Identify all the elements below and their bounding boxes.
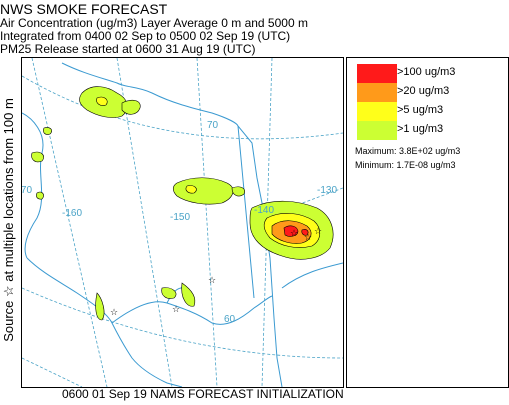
source-star-icon: ☆: [290, 229, 298, 239]
lon-160-label: -160: [62, 208, 82, 219]
lon-130-label: -130: [317, 185, 337, 196]
source-star-icon: ☆: [314, 227, 322, 237]
legend-label-gt1: >1 ug/m3: [397, 123, 444, 135]
minimum-value: Minimum: 1.7E-08 ug/m3: [355, 160, 456, 170]
legend-label-gt100: >100 ug/m3: [397, 66, 456, 78]
forecast-initialization: 0600 01 Sep 19 NAMS FORECAST INITIALIZAT…: [62, 387, 344, 401]
source-star-icon: ☆: [172, 305, 180, 315]
grid-labels: -170 -160 -150 -140 70 60 -130: [22, 120, 337, 325]
lon-150-label: -150: [170, 212, 190, 223]
legend-swatch-gt100: [357, 64, 397, 83]
plume-gt1: [31, 86, 334, 321]
legend-label-gt5: >5 ug/m3: [397, 104, 444, 116]
plume-gt100: [283, 225, 309, 237]
lat-60-label: 60: [224, 314, 236, 325]
map-canvas: ☆ ☆ ☆ ☆ ☆ ☆ -170 -160 -150 -140 70 60 -1…: [22, 58, 343, 387]
source-markers: ☆ ☆ ☆ ☆ ☆ ☆: [110, 227, 322, 318]
legend-swatch-gt5: [357, 102, 397, 121]
lon-170-label: -170: [22, 185, 32, 196]
source-locations-label: Source ☆ at multiple locations from 100 …: [1, 98, 16, 342]
integration-period: Integrated from 0400 02 Sep to 0500 02 S…: [0, 29, 291, 43]
legend-label-gt20: >20 ug/m3: [397, 85, 450, 97]
legend-panel: >100 ug/m3 >20 ug/m3 >5 ug/m3 >1 ug/m3 M…: [346, 57, 509, 388]
coastline: [22, 62, 343, 387]
lat-70-label: 70: [207, 120, 219, 131]
concentration-subtitle: Air Concentration (ug/m3) Layer Average …: [0, 16, 308, 30]
map-panel: ☆ ☆ ☆ ☆ ☆ ☆ -170 -160 -150 -140 70 60 -1…: [21, 57, 344, 388]
border-line: [237, 125, 255, 299]
lon-140-label: -140: [254, 205, 274, 216]
forecast-title: NWS SMOKE FORECAST: [0, 1, 168, 17]
source-star-icon: ☆: [208, 276, 216, 286]
source-star-icon: ☆: [110, 308, 118, 318]
legend-swatch-gt1: [357, 121, 397, 140]
maximum-value: Maximum: 3.8E+02 ug/m3: [355, 146, 461, 156]
legend-swatch-gt20: [357, 83, 397, 102]
release-info: PM25 Release started at 0600 31 Aug 19 (…: [0, 42, 256, 56]
source-star-icon: ☆: [304, 233, 312, 243]
